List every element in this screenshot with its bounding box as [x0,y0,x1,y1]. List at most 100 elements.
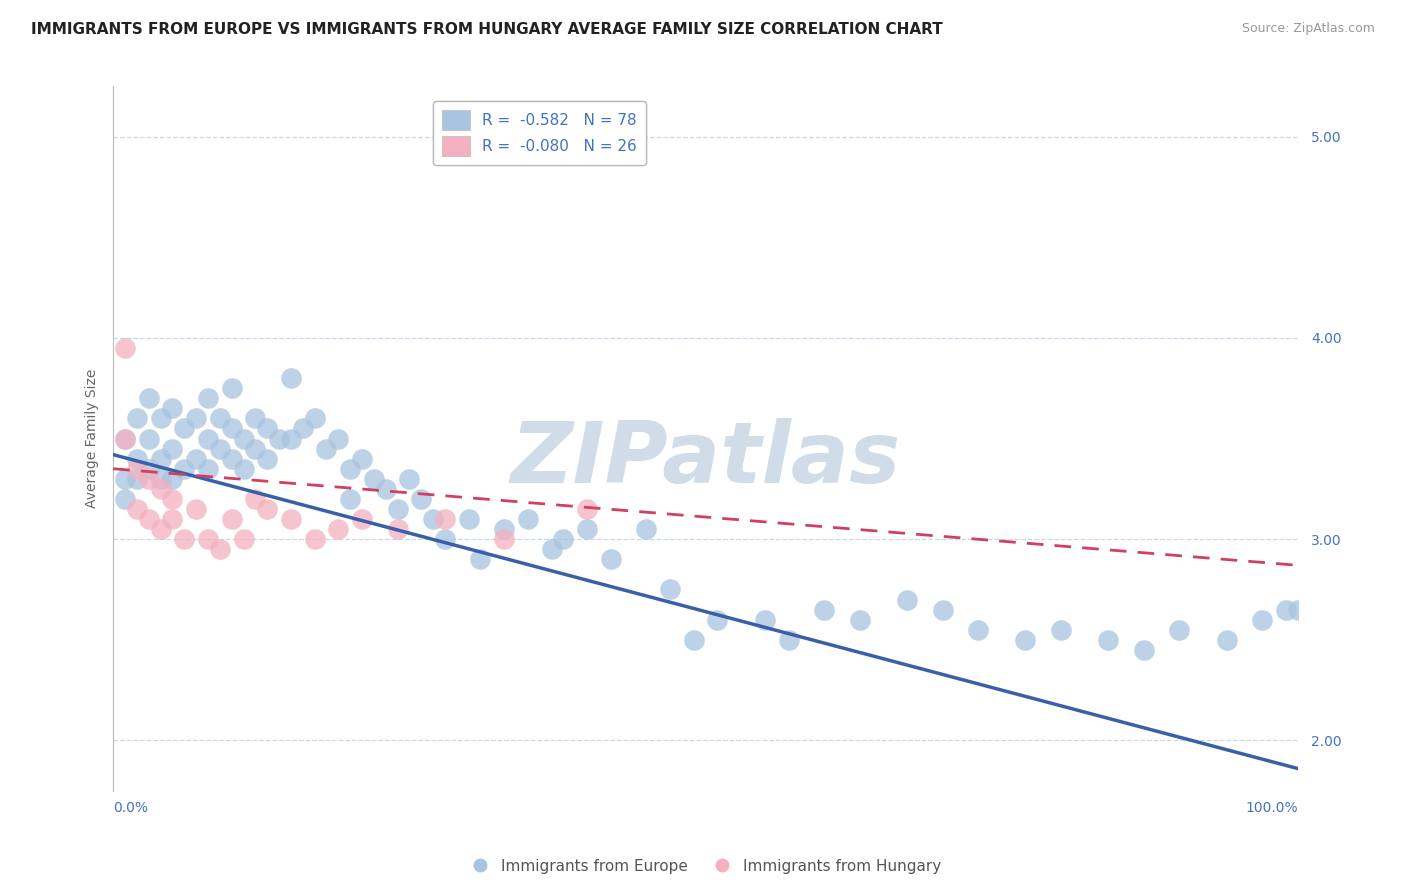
Point [1050,623,1073,637]
Point [350,451,373,466]
Point [138,472,160,486]
Point [138,461,160,475]
Point [197,532,219,546]
Point [256,451,278,466]
Point [411,491,433,506]
Point [232,532,254,546]
Point [328,522,350,536]
Point [1014,632,1036,647]
Point [494,522,516,536]
Point [138,432,160,446]
Point [1097,632,1119,647]
Point [125,472,148,486]
Point [848,613,870,627]
Point [184,451,207,466]
Point [138,512,160,526]
Point [114,472,136,486]
Point [232,432,254,446]
Point [149,411,172,425]
Point [173,421,195,435]
Point [138,392,160,406]
Point [232,461,254,475]
Point [125,411,148,425]
Point [494,532,516,546]
Point [114,341,136,355]
Point [339,461,361,475]
Point [197,432,219,446]
Text: ZIPatlas: ZIPatlas [510,418,901,501]
Text: 0.0%: 0.0% [114,801,148,814]
Point [304,532,326,546]
Point [374,482,396,496]
Point [149,482,172,496]
Point [221,421,243,435]
Point [280,371,302,385]
Point [162,491,184,506]
Point [114,432,136,446]
Point [931,602,953,616]
Point [125,461,148,475]
Point [387,522,409,536]
Point [149,451,172,466]
Point [576,502,599,516]
Point [256,502,278,516]
Point [208,542,231,557]
Text: 100.0%: 100.0% [1246,801,1298,814]
Legend: Immigrants from Europe, Immigrants from Hungary: Immigrants from Europe, Immigrants from … [458,853,948,880]
Point [433,512,456,526]
Point [221,512,243,526]
Point [245,442,267,456]
Point [339,491,361,506]
Point [363,472,385,486]
Point [553,532,575,546]
Point [125,502,148,516]
Point [1286,602,1309,616]
Point [184,411,207,425]
Point [682,632,704,647]
Point [315,442,337,456]
Point [967,623,990,637]
Point [599,552,621,566]
Point [350,512,373,526]
Point [422,512,444,526]
Point [576,522,599,536]
Point [221,451,243,466]
Legend: R =  -0.582   N = 78, R =  -0.080   N = 26: R = -0.582 N = 78, R = -0.080 N = 26 [433,101,647,165]
Point [896,592,918,607]
Point [1216,632,1239,647]
Point [256,421,278,435]
Point [184,502,207,516]
Text: Source: ZipAtlas.com: Source: ZipAtlas.com [1241,22,1375,36]
Point [197,392,219,406]
Point [398,472,420,486]
Text: IMMIGRANTS FROM EUROPE VS IMMIGRANTS FROM HUNGARY AVERAGE FAMILY SIZE CORRELATIO: IMMIGRANTS FROM EUROPE VS IMMIGRANTS FRO… [31,22,942,37]
Point [1133,643,1156,657]
Point [208,411,231,425]
Point [162,401,184,416]
Point [125,451,148,466]
Point [149,472,172,486]
Point [173,461,195,475]
Point [754,613,776,627]
Point [470,552,492,566]
Point [387,502,409,516]
Point [173,532,195,546]
Point [280,512,302,526]
Point [114,432,136,446]
Y-axis label: Average Family Size: Average Family Size [86,369,100,508]
Point [457,512,479,526]
Point [304,411,326,425]
Point [778,632,800,647]
Point [221,381,243,395]
Point [659,582,682,597]
Point [280,432,302,446]
Point [636,522,658,536]
Point [245,411,267,425]
Point [245,491,267,506]
Point [433,532,456,546]
Point [197,461,219,475]
Point [162,442,184,456]
Point [1275,602,1298,616]
Point [1168,623,1191,637]
Point [208,442,231,456]
